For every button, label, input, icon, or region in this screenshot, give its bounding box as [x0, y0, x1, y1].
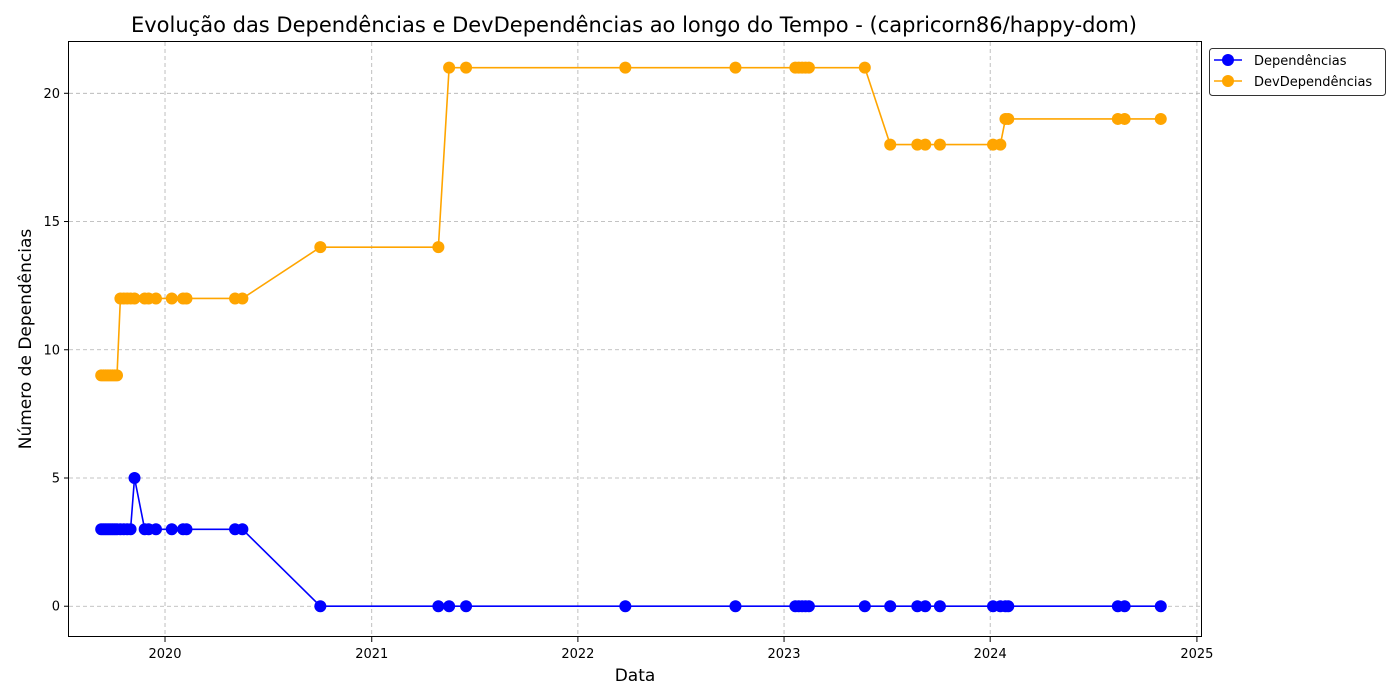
x-tick-label: 2021 — [355, 647, 388, 662]
data-point — [149, 292, 162, 305]
data-point — [1002, 112, 1015, 125]
series-line — [101, 477, 1161, 608]
data-point — [729, 61, 742, 74]
series-dependencias — [95, 471, 1167, 613]
data-point — [460, 600, 473, 613]
data-point — [802, 600, 815, 613]
data-point — [1118, 600, 1131, 613]
series-layer — [95, 61, 1167, 613]
axis-ticks: 2020 2021 2022 2023 2024 2025 0 5 10 15 20 — [43, 87, 1213, 662]
data-point — [884, 600, 897, 613]
data-point — [128, 471, 141, 484]
data-point — [919, 600, 932, 613]
data-point — [180, 292, 193, 305]
y-axis-label: Número de Dependências — [16, 229, 36, 450]
data-point — [619, 600, 632, 613]
data-point — [919, 138, 932, 151]
y-tick-label: 10 — [43, 343, 60, 358]
plot-area-frame — [68, 41, 1202, 637]
data-point — [124, 523, 137, 536]
y-tick-label: 5 — [52, 471, 60, 486]
y-tick-label: 0 — [52, 600, 60, 615]
data-point — [858, 61, 871, 74]
data-point — [443, 600, 456, 613]
x-tick-label: 2022 — [561, 647, 594, 662]
legend-box — [1209, 48, 1386, 96]
x-tick-label: 2020 — [148, 647, 181, 662]
x-tick-label: 2024 — [974, 647, 1007, 662]
legend-item-dependencias: Dependências — [1214, 54, 1347, 69]
data-point — [619, 61, 632, 74]
data-point — [460, 61, 473, 74]
data-point — [432, 241, 445, 254]
legend-label: DevDependências — [1254, 75, 1372, 90]
legend-marker — [1222, 75, 1234, 87]
legend-item-devdependencias: DevDependências — [1214, 75, 1372, 90]
data-point — [443, 61, 456, 74]
legend-marker — [1222, 54, 1234, 66]
data-point — [236, 523, 249, 536]
y-tick-label: 20 — [43, 87, 60, 102]
data-point — [729, 600, 742, 613]
data-point — [314, 600, 327, 613]
x-axis-label: Data — [615, 666, 656, 686]
grid — [69, 42, 1202, 637]
data-point — [802, 61, 815, 74]
data-point — [165, 523, 178, 536]
data-point — [1154, 112, 1167, 125]
data-point — [236, 292, 249, 305]
data-point — [149, 523, 162, 536]
data-point — [1002, 600, 1015, 613]
x-tick-label: 2023 — [767, 647, 800, 662]
data-point — [994, 138, 1007, 151]
data-point — [858, 600, 871, 613]
data-point — [180, 523, 193, 536]
data-point — [128, 292, 141, 305]
data-point — [1118, 112, 1131, 125]
series-devdependencias — [95, 61, 1167, 382]
x-tick-label: 2025 — [1180, 647, 1213, 662]
data-point — [1154, 600, 1167, 613]
data-point — [933, 138, 946, 151]
data-point — [314, 241, 327, 254]
legend: Dependências DevDependências — [1209, 48, 1386, 96]
y-tick-label: 15 — [43, 215, 60, 230]
data-point — [884, 138, 897, 151]
data-point — [111, 369, 124, 382]
data-point — [165, 292, 178, 305]
legend-label: Dependências — [1254, 54, 1347, 69]
data-point — [933, 600, 946, 613]
data-point — [432, 600, 445, 613]
chart-title: Evolução das Dependências e DevDependênc… — [131, 13, 1137, 37]
